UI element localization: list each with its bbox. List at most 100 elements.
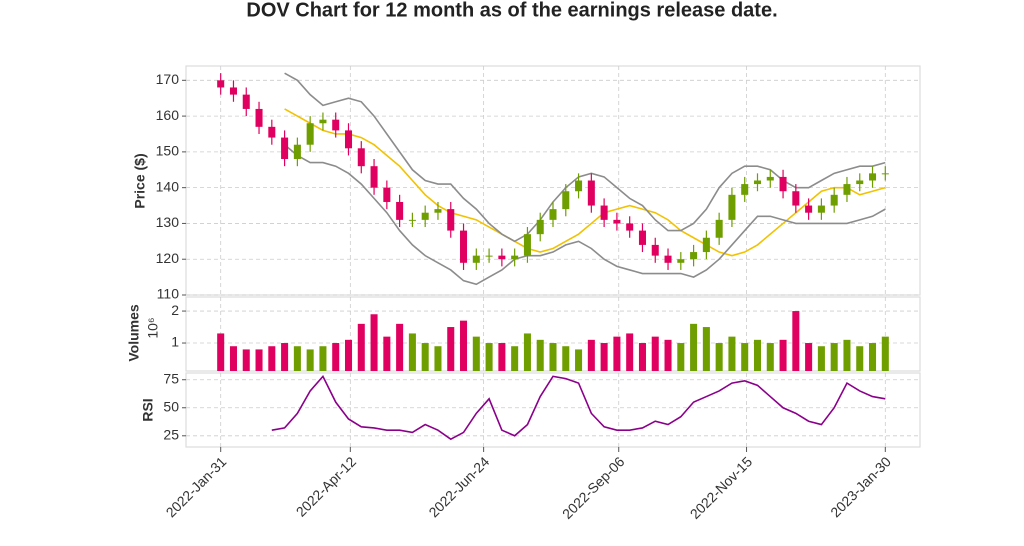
candle-body: [715, 219, 723, 238]
candle-body: [293, 144, 301, 160]
volume-bar: [677, 343, 685, 371]
volume-bar: [268, 346, 276, 371]
candle-body: [549, 209, 557, 220]
candle-body: [472, 255, 480, 263]
candle-body: [396, 201, 404, 220]
rsi-line: [271, 374, 886, 441]
y-tick-label: 110: [157, 286, 180, 302]
candle-body: [344, 130, 353, 149]
scale-label: 10⁶: [145, 317, 161, 338]
candle-body: [587, 180, 595, 206]
y-axis-label: Price ($): [132, 153, 148, 208]
candle-body: [728, 194, 736, 220]
candle-body: [242, 94, 250, 109]
candle-body: [664, 255, 672, 263]
volume-bar: [702, 327, 710, 371]
volume-bar: [575, 349, 583, 371]
y-tick-label: 1: [171, 334, 179, 350]
candle-body: [498, 255, 506, 260]
candle-body: [805, 205, 813, 213]
volume-bar: [690, 323, 698, 371]
candle-body: [753, 180, 762, 185]
candle-body: [281, 137, 289, 160]
candle-body: [830, 194, 838, 206]
candle-body: [332, 119, 340, 131]
volume-bar: [447, 327, 455, 371]
volume-bar: [293, 346, 301, 371]
candle-body: [255, 108, 263, 127]
panel-frame: [185, 372, 921, 448]
y-tick-label: 25: [163, 426, 179, 442]
candle-body: [229, 87, 237, 95]
volume-bar: [843, 339, 851, 371]
volume-bar: [830, 343, 838, 371]
volume-bar: [766, 343, 774, 371]
volume-bar: [421, 343, 429, 371]
candle-body: [485, 255, 493, 257]
volume-bar: [485, 343, 493, 371]
y-tick-label: 140: [156, 178, 180, 194]
panel-frame: [185, 65, 921, 296]
volume-bar: [626, 333, 634, 371]
candle-body: [766, 176, 774, 181]
volume-bar: [728, 336, 736, 371]
x-tick-label: 2023-Jan-30: [827, 453, 894, 520]
candle-body: [600, 205, 608, 220]
candle-body: [370, 166, 378, 188]
x-tick-label: 2022-Sep-06: [559, 453, 628, 522]
volume-bar: [383, 336, 391, 371]
volume-bar: [217, 333, 225, 371]
volume-bar: [281, 343, 289, 371]
volume-bar: [370, 314, 378, 371]
candle-body: [741, 184, 749, 195]
x-tick-label: 2022-Nov-15: [687, 453, 756, 522]
y-tick-label: 170: [156, 71, 180, 87]
volume-bar: [792, 311, 800, 371]
candle-body: [575, 180, 583, 192]
candle-body: [869, 173, 877, 181]
candle-body: [511, 255, 519, 260]
candle-body: [319, 119, 327, 124]
candle-body: [792, 191, 800, 206]
y-tick-label: 2: [171, 302, 179, 318]
volume-bar: [638, 343, 646, 371]
volume-bar: [344, 339, 353, 371]
price-line: [284, 72, 886, 243]
price-line: [284, 108, 886, 257]
volume-bar: [562, 346, 570, 371]
candle-body: [306, 123, 314, 145]
candle-body: [421, 212, 429, 220]
y-tick-label: 75: [163, 370, 179, 386]
volume-bar: [357, 323, 365, 371]
volume-bar: [869, 343, 877, 371]
candle-body: [651, 244, 659, 256]
volume-bar: [805, 343, 813, 371]
candle-body: [217, 80, 225, 88]
x-tick-label: 2022-Jun-24: [425, 453, 492, 520]
candle-body: [626, 223, 634, 231]
y-tick-label: 50: [163, 398, 179, 414]
volume-bar: [817, 346, 825, 371]
x-tick-label: 2022-Apr-12: [293, 453, 359, 519]
volume-bar: [613, 336, 621, 371]
volume-bar: [472, 336, 480, 371]
price-line: [284, 144, 886, 286]
y-tick-label: 130: [156, 214, 180, 230]
candle-body: [357, 148, 365, 167]
volume-bar: [741, 343, 749, 371]
x-tick-label: 2022-Jan-31: [163, 453, 230, 520]
volume-bar: [856, 346, 864, 371]
candle-body: [268, 126, 276, 138]
candle-body: [677, 259, 685, 263]
candle-body: [843, 184, 851, 195]
volume-bar: [664, 339, 672, 371]
candle-body: [613, 219, 621, 224]
volume-bar: [523, 333, 531, 371]
y-axis-label: Volumes: [126, 304, 142, 362]
candle-body: [536, 219, 544, 235]
volume-bar: [255, 349, 263, 371]
volume-bar: [434, 346, 442, 371]
y-tick-label: 150: [156, 143, 180, 159]
